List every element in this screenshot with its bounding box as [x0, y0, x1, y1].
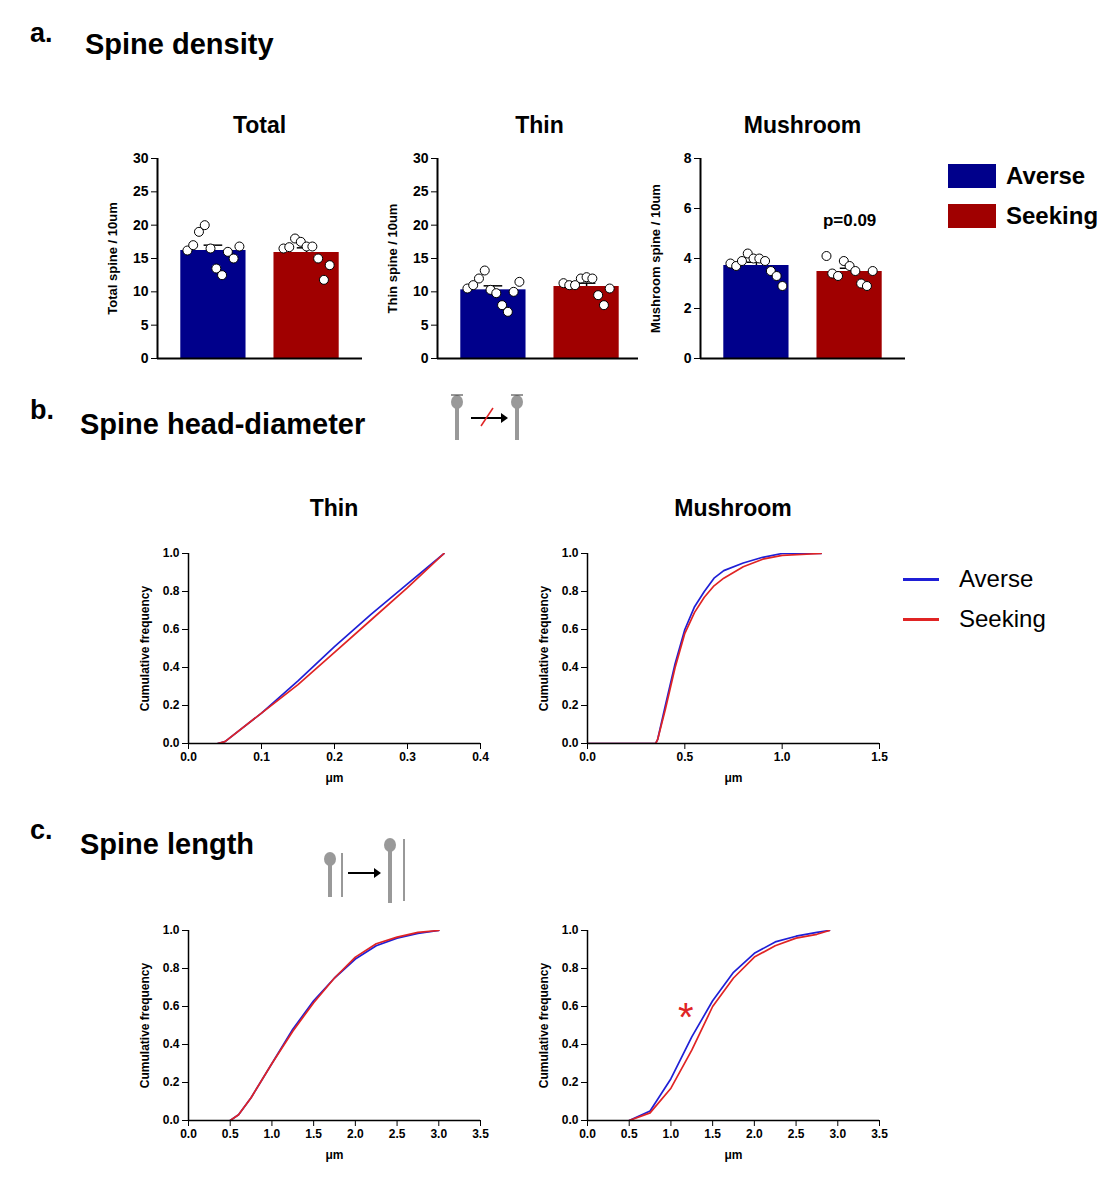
svg-text:20: 20: [413, 217, 429, 233]
svg-text:0.0: 0.0: [579, 1127, 596, 1141]
svg-text:0.3: 0.3: [399, 750, 416, 764]
svg-text:20: 20: [133, 217, 149, 233]
html-text:Averse: Averse: [1006, 162, 1086, 189]
svg-text:0: 0: [684, 350, 692, 366]
svg-text:3.0: 3.0: [829, 1127, 846, 1141]
svg-text:1.5: 1.5: [871, 750, 888, 764]
html-text:Thin: Thin: [515, 112, 564, 138]
svg-text:5: 5: [141, 317, 149, 333]
svg-text:Cumulative frequency: Cumulative frequency: [138, 585, 152, 711]
svg-text:μm: μm: [325, 771, 343, 785]
svg-text:25: 25: [133, 183, 149, 199]
svg-text:2.5: 2.5: [389, 1127, 406, 1141]
svg-text:5: 5: [421, 317, 429, 333]
svg-text:0.8: 0.8: [163, 961, 180, 975]
svg-text:0.5: 0.5: [222, 1127, 239, 1141]
html-text:Mushroom: Mushroom: [674, 495, 792, 521]
svg-text:0.8: 0.8: [562, 961, 579, 975]
svg-text:0: 0: [421, 350, 429, 366]
html-text:c.: c.: [30, 815, 53, 845]
svg-text:0.6: 0.6: [562, 622, 579, 636]
svg-text:0.0: 0.0: [163, 1113, 180, 1127]
svg-text:0.0: 0.0: [180, 1127, 197, 1141]
svg-text:0.4: 0.4: [562, 660, 579, 674]
svg-text:0.2: 0.2: [562, 698, 579, 712]
svg-text:0.6: 0.6: [562, 999, 579, 1013]
html-text:Spine length: Spine length: [80, 828, 254, 860]
svg-text:4: 4: [684, 250, 692, 266]
svg-text:0.0: 0.0: [579, 750, 596, 764]
svg-text:0.4: 0.4: [163, 660, 180, 674]
svg-text:Cumulative frequency: Cumulative frequency: [537, 585, 551, 711]
html-text:Seeking: Seeking: [1006, 202, 1098, 229]
svg-text:0.0: 0.0: [163, 736, 180, 750]
svg-text:0.2: 0.2: [562, 1075, 579, 1089]
svg-text:0.1: 0.1: [253, 750, 270, 764]
svg-text:1.0: 1.0: [562, 923, 579, 937]
svg-text:1.5: 1.5: [305, 1127, 322, 1141]
svg-text:Mushroom spine / 10um: Mushroom spine / 10um: [648, 184, 663, 333]
svg-text:1.0: 1.0: [663, 1127, 680, 1141]
svg-text:0.0: 0.0: [180, 750, 197, 764]
svg-text:Total spine / 10um: Total spine / 10um: [105, 202, 120, 314]
svg-text:0.0: 0.0: [562, 736, 579, 750]
svg-text:0.6: 0.6: [163, 622, 180, 636]
svg-text:30: 30: [413, 150, 429, 166]
svg-text:μm: μm: [724, 771, 742, 785]
svg-text:0: 0: [141, 350, 149, 366]
svg-text:10: 10: [413, 283, 429, 299]
html-text:Spine density: Spine density: [85, 28, 274, 60]
svg-text:1.0: 1.0: [774, 750, 791, 764]
html-text:Total: Total: [232, 112, 287, 138]
svg-text:*: *: [678, 995, 694, 1039]
svg-text:15: 15: [133, 250, 149, 266]
svg-text:1.0: 1.0: [163, 546, 180, 560]
svg-text:0.4: 0.4: [562, 1037, 579, 1051]
svg-text:1.0: 1.0: [264, 1127, 281, 1141]
svg-text:2: 2: [684, 300, 692, 316]
html-text:a.: a.: [30, 18, 53, 48]
svg-text:Cumulative frequency: Cumulative frequency: [138, 962, 152, 1088]
svg-text:Cumulative frequency: Cumulative frequency: [537, 962, 551, 1088]
html-text:Mushroom: Mushroom: [743, 112, 862, 138]
svg-text:3.5: 3.5: [472, 1127, 489, 1141]
html-text:Seeking: Seeking: [959, 605, 1046, 632]
svg-text:25: 25: [413, 183, 429, 199]
svg-text:3.5: 3.5: [871, 1127, 888, 1141]
svg-text:0.5: 0.5: [676, 750, 693, 764]
svg-text:0.5: 0.5: [621, 1127, 638, 1141]
svg-text:30: 30: [133, 150, 149, 166]
svg-text:μm: μm: [325, 1148, 343, 1162]
html-text:Spine head-diameter: Spine head-diameter: [80, 408, 366, 440]
svg-text:2.5: 2.5: [788, 1127, 805, 1141]
svg-text:2.0: 2.0: [746, 1127, 763, 1141]
svg-text:2.0: 2.0: [347, 1127, 364, 1141]
html-text:Thin: Thin: [309, 495, 359, 521]
svg-text:p=0.09: p=0.09: [823, 211, 876, 230]
html-text:b.: b.: [30, 395, 54, 425]
svg-text:0.6: 0.6: [163, 999, 180, 1013]
svg-text:0.0: 0.0: [562, 1113, 579, 1127]
svg-text:0.4: 0.4: [472, 750, 489, 764]
svg-text:1.0: 1.0: [562, 546, 579, 560]
svg-text:0.8: 0.8: [163, 584, 180, 598]
svg-text:μm: μm: [724, 1148, 742, 1162]
svg-text:15: 15: [413, 250, 429, 266]
svg-text:Thin spine / 10um: Thin spine / 10um: [385, 204, 400, 314]
svg-text:0.8: 0.8: [562, 584, 579, 598]
svg-text:0.2: 0.2: [326, 750, 343, 764]
svg-text:1.5: 1.5: [704, 1127, 721, 1141]
svg-text:6: 6: [684, 200, 692, 216]
svg-text:8: 8: [684, 150, 692, 166]
svg-text:3.0: 3.0: [430, 1127, 447, 1141]
svg-text:10: 10: [133, 283, 149, 299]
html-text:Averse: Averse: [959, 565, 1034, 592]
svg-text:0.4: 0.4: [163, 1037, 180, 1051]
svg-text:0.2: 0.2: [163, 1075, 180, 1089]
svg-text:1.0: 1.0: [163, 923, 180, 937]
svg-text:0.2: 0.2: [163, 698, 180, 712]
